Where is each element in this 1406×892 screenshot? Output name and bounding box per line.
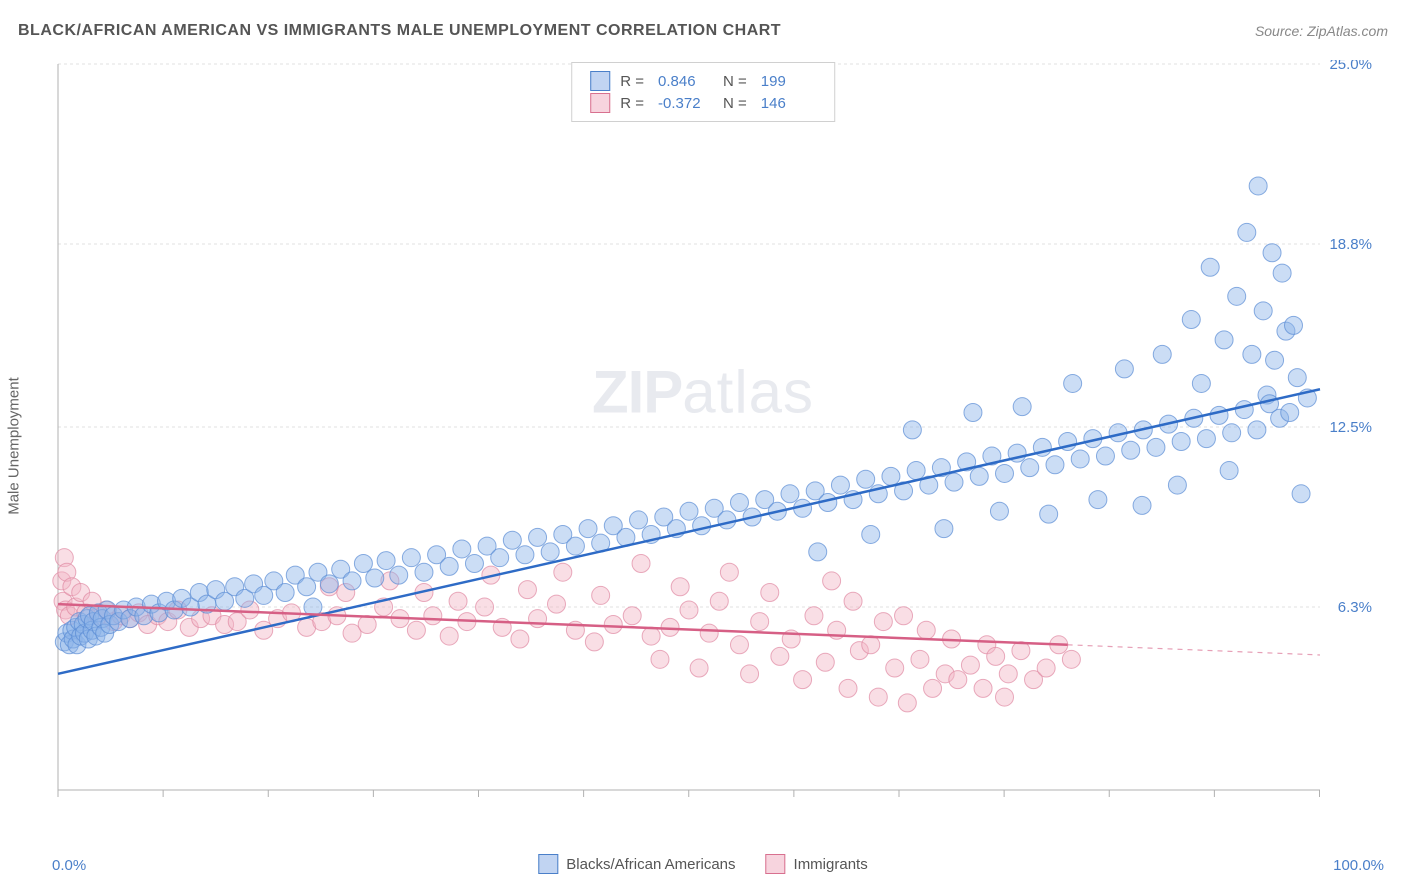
x-axis-max-label: 100.0% xyxy=(1333,857,1384,874)
stats-row-pink: R = -0.372 N = 146 xyxy=(590,93,816,113)
n-label: N = xyxy=(723,95,747,112)
legend-item-blue: Blacks/African Americans xyxy=(538,854,735,874)
blue-swatch-icon xyxy=(538,854,558,874)
svg-text:18.8%: 18.8% xyxy=(1329,236,1372,253)
r-label: R = xyxy=(620,73,644,90)
svg-text:12.5%: 12.5% xyxy=(1329,419,1372,436)
pink-swatch-icon xyxy=(590,93,610,113)
source-name: ZipAtlas.com xyxy=(1307,23,1388,39)
source-prefix: Source: xyxy=(1255,23,1307,39)
legend-item-pink: Immigrants xyxy=(766,854,868,874)
stats-row-blue: R = 0.846 N = 199 xyxy=(590,71,816,91)
stats-legend-box: R = 0.846 N = 199 R = -0.372 N = 146 xyxy=(571,62,835,122)
pink-swatch-icon xyxy=(766,854,786,874)
pink-series-label: Immigrants xyxy=(794,856,868,873)
blue-swatch-icon xyxy=(590,71,610,91)
y-axis-label: Male Unemployment xyxy=(6,377,23,515)
chart-title: BLACK/AFRICAN AMERICAN VS IMMIGRANTS MAL… xyxy=(18,22,781,40)
correlation-scatter-chart: 6.3% 12.5% 18.8% 25.0% xyxy=(50,60,1380,820)
source-attribution: Source: ZipAtlas.com xyxy=(1255,23,1388,39)
x-axis-min-label: 0.0% xyxy=(52,857,86,874)
pink-r-value: -0.372 xyxy=(658,95,713,112)
blue-n-value: 199 xyxy=(761,73,816,90)
blue-series-label: Blacks/African Americans xyxy=(566,856,735,873)
series-legend: Blacks/African Americans Immigrants xyxy=(538,854,867,874)
r-label: R = xyxy=(620,95,644,112)
svg-text:6.3%: 6.3% xyxy=(1338,599,1372,616)
pink-n-value: 146 xyxy=(761,95,816,112)
blue-r-value: 0.846 xyxy=(658,73,713,90)
svg-text:25.0%: 25.0% xyxy=(1329,60,1372,73)
n-label: N = xyxy=(723,73,747,90)
